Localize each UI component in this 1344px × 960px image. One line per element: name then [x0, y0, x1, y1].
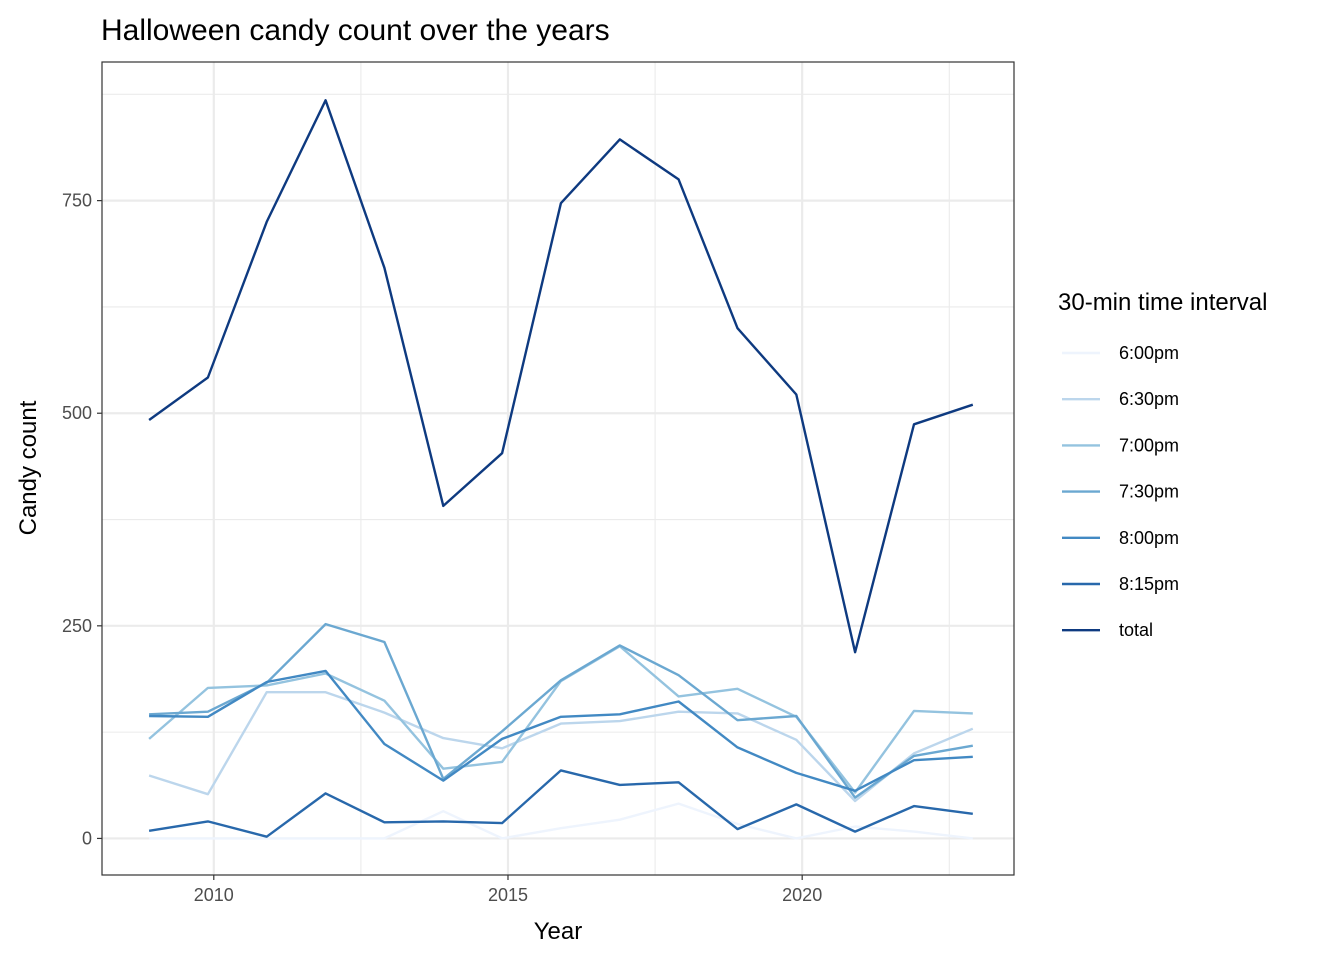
legend-item: 6:00pm — [1062, 343, 1179, 363]
x-tick-label: 2020 — [782, 885, 822, 905]
series-line-8-15pm — [148, 769, 973, 838]
panel-border — [101, 61, 1015, 876]
legend-items: 6:00pm 6:30pm 7:00pm 7:30pm 8:00pm 8:15pm tota… — [1062, 343, 1179, 640]
legend-item: 7:30pm — [1062, 482, 1179, 502]
chart-title: Halloween candy count over the years — [101, 14, 610, 47]
legend-item: 8:00pm — [1062, 528, 1179, 548]
x-tick-label: 2015 — [488, 885, 528, 905]
legend-item: 6:30pm — [1062, 389, 1179, 409]
y-tick-label: 500 — [62, 403, 92, 423]
y-axis-title: Candy count — [15, 400, 42, 535]
minor-gridlines — [102, 62, 1014, 875]
series-lines — [148, 99, 974, 840]
panel-background — [102, 62, 1014, 875]
y-tick-label: 750 — [62, 191, 92, 211]
series-line-6-30pm — [148, 691, 974, 803]
legend-label: 8:00pm — [1119, 528, 1179, 548]
legend-label: 7:30pm — [1119, 482, 1179, 502]
y-tick-label: 250 — [62, 616, 92, 636]
plot-panel — [101, 61, 1015, 876]
legend: 30-min time interval 6:00pm 6:30pm 7:00pm 7… — [1058, 289, 1267, 640]
legend-item: total — [1062, 620, 1153, 640]
legend-title: 30-min time interval — [1058, 289, 1267, 316]
series-line-6-00pm — [149, 802, 973, 840]
legend-item: 8:15pm — [1062, 574, 1179, 594]
legend-label: 6:30pm — [1119, 389, 1179, 409]
series-line-total — [148, 99, 974, 654]
y-axis: 0 250 500 750 — [62, 191, 102, 848]
legend-label: 8:15pm — [1119, 574, 1179, 594]
y-tick-label: 0 — [82, 828, 92, 848]
legend-label: total — [1119, 620, 1153, 640]
legend-label: 7:00pm — [1119, 435, 1179, 455]
x-axis-title: Year — [534, 918, 583, 945]
series-line-7-30pm — [149, 622, 974, 799]
legend-item: 7:00pm — [1062, 435, 1179, 455]
x-tick-label: 2010 — [194, 885, 234, 905]
x-axis: 2010 2015 2020 — [194, 875, 822, 905]
series-line-8-00pm — [149, 669, 973, 792]
legend-label: 6:00pm — [1119, 343, 1179, 363]
